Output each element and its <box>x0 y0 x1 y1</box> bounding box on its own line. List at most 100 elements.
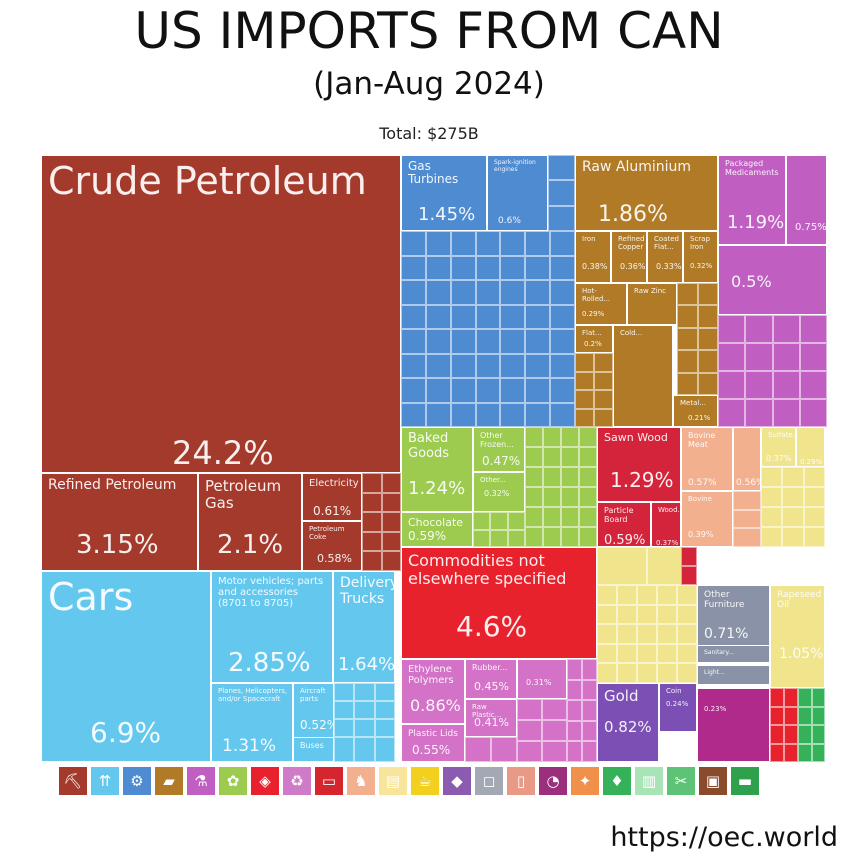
treemap-minor-cell <box>381 512 401 532</box>
treemap-minor-cell <box>811 688 825 707</box>
treemap-minor-cell <box>381 473 401 493</box>
wood-products-icon[interactable]: ▥ <box>635 767 663 795</box>
treemap-minor-cell <box>550 231 575 256</box>
treemap-minor-cell <box>543 527 561 547</box>
tile-value: 4.6% <box>456 610 528 643</box>
tile-value: 2.1% <box>217 530 284 560</box>
treemap-minor-cell <box>582 720 597 742</box>
treemap-minor-cell <box>681 566 697 585</box>
treemap-minor-cell <box>811 743 825 762</box>
treemap-minor-cell <box>450 329 476 354</box>
tile-label: Coated Flat... <box>654 235 679 251</box>
chemical-products-icon[interactable]: ⚗ <box>187 767 215 795</box>
treemap-minor-cell <box>718 371 746 399</box>
paper-goods-icon[interactable]: ♻ <box>283 767 311 795</box>
treemap-minor-cell <box>334 683 355 701</box>
tile-label: Buses <box>300 741 324 750</box>
treemap-minor-cell <box>784 743 798 762</box>
treemap-minor-cell <box>475 378 501 403</box>
treemap-minor-cell <box>334 719 355 737</box>
tile-label: Gas Turbines <box>408 159 459 187</box>
instruments-icon[interactable]: ▯ <box>507 767 535 795</box>
transportation-icon[interactable]: ⇈ <box>91 767 119 795</box>
treemap-minor-cell <box>561 427 579 447</box>
vegetable-oils-icon[interactable]: ▬ <box>731 767 759 795</box>
footwear-icon[interactable]: ✂ <box>667 767 695 795</box>
tile-value: 0.38% <box>582 262 608 271</box>
treemap-minor-cell <box>475 304 501 329</box>
treemap-tile: Iron 0.38% <box>575 231 611 283</box>
tile-label: Cars <box>48 575 134 619</box>
treemap-tile: Gold 0.82% <box>597 683 659 762</box>
treemap-minor-cell <box>718 315 746 343</box>
treemap-minor-cell <box>803 487 825 507</box>
treemap-tile: Sanitary... <box>697 645 770 663</box>
treemap-minor-cell <box>677 327 698 351</box>
tile-label: Gold <box>604 687 639 705</box>
treemap-minor-cell <box>579 467 597 487</box>
tile-value: 0.5% <box>731 272 772 291</box>
animal-hides-icon[interactable]: ▤ <box>379 767 407 795</box>
treemap-minor-cell <box>784 725 798 744</box>
tile-value: 6.9% <box>90 716 162 749</box>
treemap-tile: Petroleum Gas 2.1% <box>198 473 302 571</box>
weapons-icon[interactable]: ✦ <box>571 767 599 795</box>
machines-icon[interactable]: ⚙ <box>123 767 151 795</box>
treemap-minor-cell <box>550 353 575 378</box>
tile-label: Raw Zinc <box>634 287 666 295</box>
treemap-minor-cell <box>617 604 637 625</box>
treemap-minor-cell <box>525 507 543 527</box>
treemap-minor-cell <box>657 604 677 625</box>
arts-antiques-icon[interactable]: ▣ <box>699 767 727 795</box>
metals-icon[interactable]: ▰ <box>155 767 183 795</box>
treemap-minor-cell <box>637 604 657 625</box>
treemap-minor-cell <box>567 700 582 721</box>
mineral-products-icon[interactable]: ⛏ <box>59 767 87 795</box>
treemap-tile: 0.29% <box>796 427 825 467</box>
treemap-minor-cell <box>657 663 677 683</box>
treemap-minor-cell <box>401 231 426 256</box>
plastics-icon[interactable]: ▭ <box>315 767 343 795</box>
treemap-minor-cell <box>550 255 575 280</box>
treemap-minor-cell <box>617 643 637 664</box>
treemap-minor-cell <box>473 529 491 547</box>
treemap-minor-cell <box>548 205 575 231</box>
other-icon[interactable]: ◈ <box>251 767 279 795</box>
animal-products-icon[interactable]: ♞ <box>347 767 375 795</box>
tile-value: 0.39% <box>688 530 714 539</box>
source-url[interactable]: https://oec.world <box>610 822 838 853</box>
tile-value: 0.41% <box>474 716 509 729</box>
treemap-minor-cell <box>617 585 637 605</box>
treemap-minor-cell <box>525 527 543 547</box>
stone-glass-icon[interactable]: ◻ <box>475 767 503 795</box>
treemap-minor-cell <box>579 527 597 547</box>
treemap-tile: Motor vehicles; parts and accessories (8… <box>211 571 333 683</box>
treemap-minor-cell <box>334 737 355 762</box>
treemap-minor-cell <box>733 491 761 510</box>
vegetable-products-icon[interactable]: ✿ <box>219 767 247 795</box>
treemap-minor-cell <box>811 725 825 744</box>
tile-value: 0.86% <box>410 696 461 715</box>
treemap-minor-cell <box>525 447 543 467</box>
treemap-minor-cell <box>561 507 579 527</box>
treemap-tile: Other... 0.32% <box>473 472 525 512</box>
treemap-minor-cell <box>450 304 476 329</box>
tile-value: 0.32% <box>484 489 510 498</box>
treemap-minor-cell <box>543 507 561 527</box>
tile-label: Particle Board <box>604 506 634 524</box>
treemap-minor-cell <box>425 280 451 305</box>
treemap-minor-cell <box>798 725 812 744</box>
treemap-minor-cell <box>681 547 697 566</box>
treemap-minor-cell <box>561 487 579 507</box>
miscellaneous-icon[interactable]: ◔ <box>539 767 567 795</box>
treemap-tile: Packaged Medicaments 1.19% <box>718 155 786 245</box>
precious-metals-icon[interactable]: ◆ <box>443 767 471 795</box>
textiles-icon[interactable]: ♦ <box>603 767 631 795</box>
treemap-minor-cell <box>425 304 451 329</box>
tile-label: Crude Petroleum <box>48 159 367 203</box>
treemap-minor-cell <box>548 155 575 181</box>
treemap-tile: Cars 6.9% <box>41 571 211 762</box>
treemap-minor-cell <box>761 487 783 507</box>
foodstuffs-icon[interactable]: ☕ <box>411 767 439 795</box>
treemap-tile: Particle Board 0.59% <box>597 502 651 547</box>
